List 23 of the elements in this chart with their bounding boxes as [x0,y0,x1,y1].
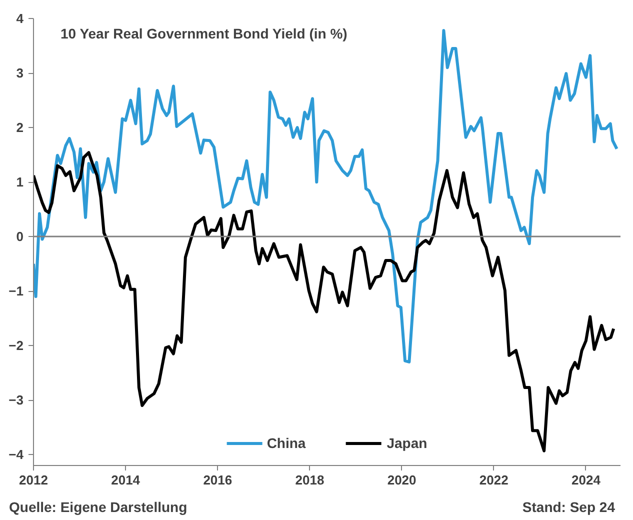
x-tick-label: 2024 [572,472,602,488]
x-tick-label: 2020 [387,472,416,488]
x-tick-label: 2022 [479,472,508,488]
x-tick-label: 2018 [295,472,324,488]
y-tick-label: 2 [16,120,24,136]
y-tick-label: 1 [16,174,24,190]
line-series [34,151,616,452]
y-tick-label: −3 [8,392,24,408]
y-tick-label: −2 [8,338,24,354]
text: 10 Year Real Government Bond Yield (in %) [60,26,348,42]
y-tick-label: 3 [16,66,24,81]
legend-label: Japan [386,435,428,451]
line-series [34,28,618,364]
x-tick-label: 2012 [19,472,48,488]
x-tick-label: 2014 [111,472,141,488]
y-tick-label: 4 [16,11,24,26]
x-tick-label: 2016 [203,472,232,488]
text: Stand: Sep 24 [522,498,615,517]
y-tick-label: 0 [16,229,24,244]
legend-label: China [266,435,306,451]
y-tick-label: −4 [8,447,24,462]
y-tick-label: −1 [8,284,24,299]
source-note: Quelle: Eigene Darstellung [9,498,188,517]
